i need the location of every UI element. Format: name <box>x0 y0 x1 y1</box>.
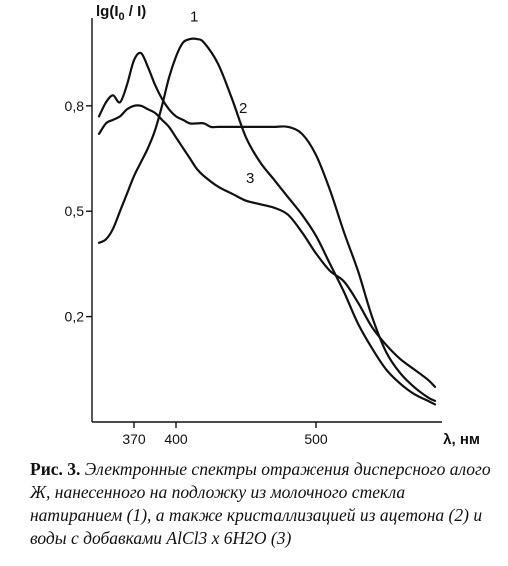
ticks: 0,2 0,5 0,8 370 400 500 <box>65 98 328 447</box>
series-line-3 <box>97 104 437 388</box>
axis-titles: lg(I0 / I) λ, нм <box>96 3 480 448</box>
caption-text: Электронные спектры отражения дисперсног… <box>30 459 491 548</box>
figure-caption: Рис. 3. Электронные спектры отражения ди… <box>30 458 500 550</box>
y-tick-label: 0,2 <box>65 309 85 325</box>
x-axis-title: λ, нм <box>443 431 480 448</box>
caption-label: Рис. 3. <box>30 459 81 479</box>
curves <box>97 37 437 406</box>
spectra-chart: 0,2 0,5 0,8 370 400 500 1 2 3 lg(I0 / I) λ, нм <box>65 3 480 448</box>
series-label-3: 3 <box>246 170 254 187</box>
series-label-2: 2 <box>239 100 247 117</box>
y-tick-label: 0,5 <box>65 203 85 219</box>
curve-labels: 1 2 3 <box>190 9 254 188</box>
y-axis-title: lg(I0 / I) <box>96 3 146 23</box>
series-line-1 <box>97 37 437 406</box>
series-line-2 <box>97 51 437 402</box>
x-tick-label: 500 <box>304 431 328 447</box>
series-label-1: 1 <box>190 9 198 26</box>
axes <box>91 18 442 423</box>
y-tick-label: 0,8 <box>65 98 85 114</box>
x-tick-label: 400 <box>164 431 188 447</box>
x-tick-label: 370 <box>122 431 146 447</box>
